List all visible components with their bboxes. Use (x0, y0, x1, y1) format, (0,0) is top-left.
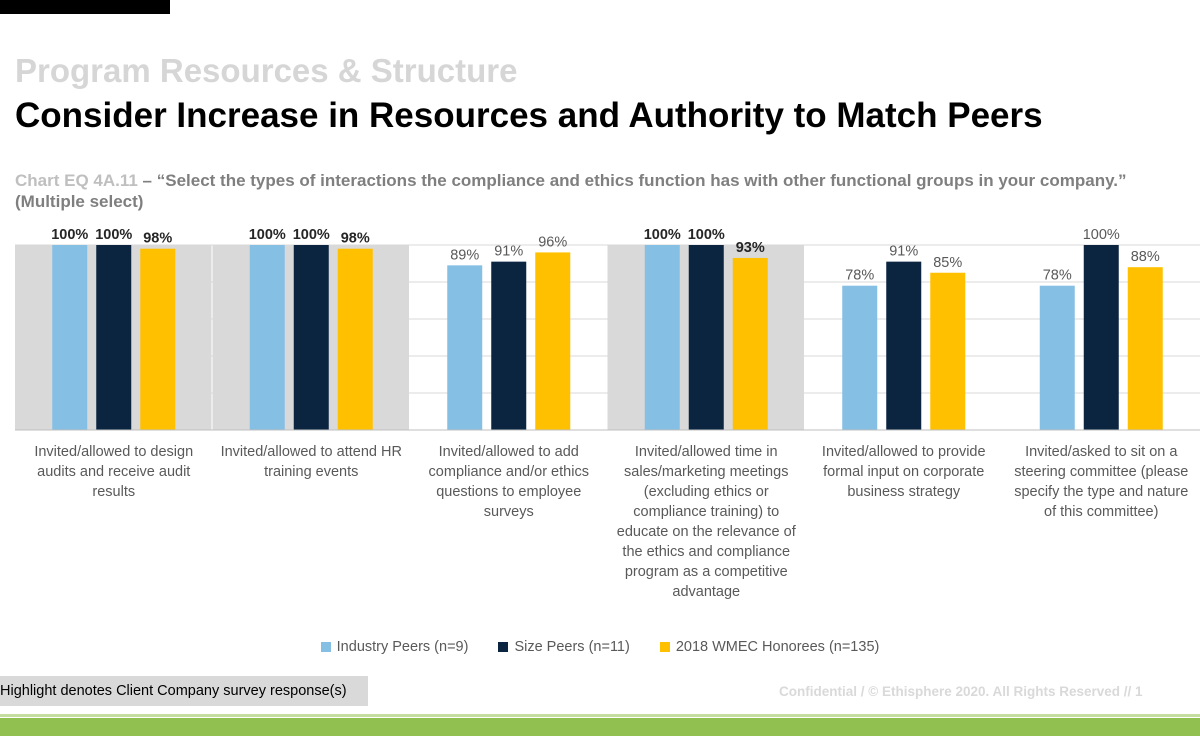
legend-label-size: Size Peers (n=11) (514, 639, 630, 655)
bar (96, 245, 132, 430)
category-label-line: Invited/allowed to attend HR (220, 444, 402, 460)
bar (1039, 285, 1075, 430)
data-label: 91% (889, 244, 918, 260)
bar (842, 285, 878, 430)
category-label-line: formal input on corporate (823, 464, 985, 480)
data-label: 100% (688, 227, 725, 243)
bar (337, 248, 373, 430)
category-label-line: results (92, 484, 136, 500)
data-label: 100% (293, 227, 330, 243)
category-label-line: sales/marketing meetings (624, 464, 789, 480)
data-label: 98% (143, 231, 172, 247)
bar (293, 245, 329, 430)
category-label-line: Invited/allowed to provide (821, 444, 986, 460)
data-label: 100% (95, 227, 132, 243)
category-label-line: Invited/allowed time in (634, 444, 778, 460)
data-label: 78% (845, 268, 874, 284)
bar (1127, 267, 1163, 430)
bar (930, 272, 966, 430)
page-title: Consider Increase in Resources and Autho… (15, 96, 1043, 135)
bar (732, 257, 768, 430)
bar (644, 245, 680, 430)
category-label-line: program as a competitive (624, 564, 788, 580)
legend-item-wmec: 2018 WMEC Honorees (n=135) (659, 639, 880, 655)
bar (886, 261, 922, 430)
category-label: Invited/allowed to attend HR training eve… (217, 442, 405, 482)
data-label: 91% (494, 244, 523, 260)
data-label: 98% (341, 231, 370, 247)
category-label-line: steering committee (please (1014, 464, 1189, 480)
footer-green-band (0, 718, 1200, 736)
category-label-line: compliance and/or ethics (428, 464, 589, 480)
confidential-notice: Confidential / © Ethisphere 2020. All Ri… (779, 684, 1143, 699)
highlight-footnote: Highlight denotes Client Company survey … (0, 676, 368, 706)
bar (52, 245, 88, 430)
category-label-line: Invited/asked to sit on a (1025, 444, 1178, 460)
category-label-line: Invited/allowed to add (438, 444, 579, 460)
chart-subtitle: Chart EQ 4A.11 – “Select the types of in… (15, 170, 1185, 212)
bar (249, 245, 285, 430)
category-label: Invited/allowed time in sales/marketing m… (612, 442, 800, 602)
category-label: Invited/asked to sit on a steering commit… (1007, 442, 1195, 522)
category-label-line: audits and receive audit (37, 464, 191, 480)
legend-swatch-size (498, 642, 509, 652)
bar (688, 245, 724, 430)
category-label-line: compliance training) to (633, 504, 780, 520)
data-label: 100% (249, 227, 286, 243)
category-label-line: advantage (672, 584, 741, 600)
legend-item-size-peers: Size Peers (n=11) (498, 639, 630, 655)
data-label: 100% (644, 227, 681, 243)
top-black-bar (0, 0, 170, 14)
chart-id: Chart EQ 4A.11 (15, 171, 138, 190)
category-label: Invited/allowed to design audits and rece… (20, 442, 208, 502)
legend-item-industry-peers: Industry Peers (n=9) (320, 639, 469, 655)
data-label: 100% (1083, 227, 1120, 243)
bar (447, 265, 483, 430)
data-label: 85% (933, 255, 962, 271)
category-label-line: the ethics and compliance (622, 544, 791, 560)
section-supertitle: Program Resources & Structure (15, 52, 518, 89)
category-label-line: questions to employee (436, 484, 582, 500)
category-label: Invited/allowed to add compliance and/or … (415, 442, 603, 522)
legend-label-industry: Industry Peers (n=9) (336, 639, 469, 655)
chart-question: – “Select the types of interactions the … (15, 171, 1127, 211)
category-label-line: of this committee) (1044, 504, 1159, 520)
bar (491, 261, 527, 430)
category-label: Invited/allowed to provide formal input o… (810, 442, 998, 502)
data-label: 100% (51, 227, 88, 243)
footer-accent-line (0, 714, 1200, 717)
data-label: 89% (450, 247, 479, 263)
category-label-line: business strategy (847, 484, 961, 500)
category-label-line: surveys (483, 504, 534, 520)
bar (1083, 245, 1119, 430)
category-label-line: (excluding ethics or (643, 484, 769, 500)
legend: Industry Peers (n=9) Size Peers (n=11) 2… (0, 639, 1200, 655)
bar (140, 248, 176, 430)
category-label-line: educate on the relevance of (616, 524, 796, 540)
legend-swatch-industry (320, 642, 331, 652)
data-label: 93% (736, 240, 765, 256)
category-label-line: Invited/allowed to design (34, 444, 194, 460)
data-label: 78% (1043, 268, 1072, 284)
legend-label-wmec: 2018 WMEC Honorees (n=135) (675, 639, 880, 655)
category-label-line: specify the type and nature (1014, 484, 1189, 500)
data-label: 96% (538, 234, 567, 250)
legend-swatch-wmec (659, 642, 670, 652)
bar (535, 252, 571, 430)
category-label-line: training events (264, 464, 359, 480)
data-label: 88% (1131, 249, 1160, 265)
